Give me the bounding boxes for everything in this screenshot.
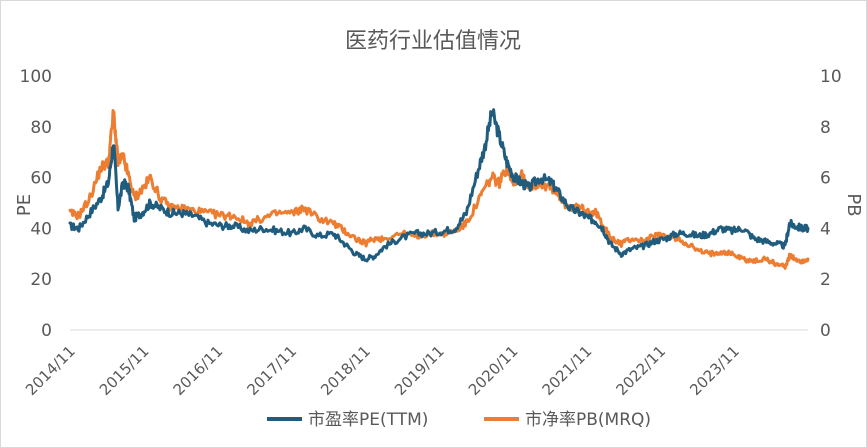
y-axis-right-label: PB — [843, 193, 864, 216]
y-axis-left-label: PE — [14, 194, 35, 216]
series-layer — [68, 108, 810, 270]
legend-label-pe: 市盈率PE(TTM) — [308, 410, 428, 430]
series-line-pb — [68, 109, 810, 270]
y-left-tick-label: 40 — [30, 219, 52, 239]
y-left-tick-label: 80 — [30, 118, 52, 138]
y-right-tick-label: 10 — [820, 67, 842, 87]
y-left-tick-label: 20 — [30, 270, 52, 290]
y-right-tick-label: 8 — [820, 118, 831, 138]
legend: 市盈率PE(TTM) 市净率PB(MRQ) — [267, 410, 651, 430]
y-left-tick-label: 0 — [41, 321, 52, 341]
series-line-pe — [68, 108, 810, 263]
y-left-tick-label: 60 — [30, 169, 52, 189]
y-right-tick-label: 6 — [820, 169, 831, 189]
y-right-tick-label: 0 — [820, 321, 831, 341]
y-axis-left-ticks: 0 20 40 60 80 100 — [20, 67, 52, 341]
y-left-tick-label: 100 — [20, 67, 52, 87]
y-axis-right-ticks: 0 2 4 6 8 10 — [820, 67, 842, 341]
y-right-tick-label: 4 — [820, 219, 831, 239]
chart-title: 医药行业估值情况 — [345, 29, 521, 54]
y-right-tick-label: 2 — [820, 270, 831, 290]
legend-label-pb: 市净率PB(MRQ) — [525, 410, 651, 430]
